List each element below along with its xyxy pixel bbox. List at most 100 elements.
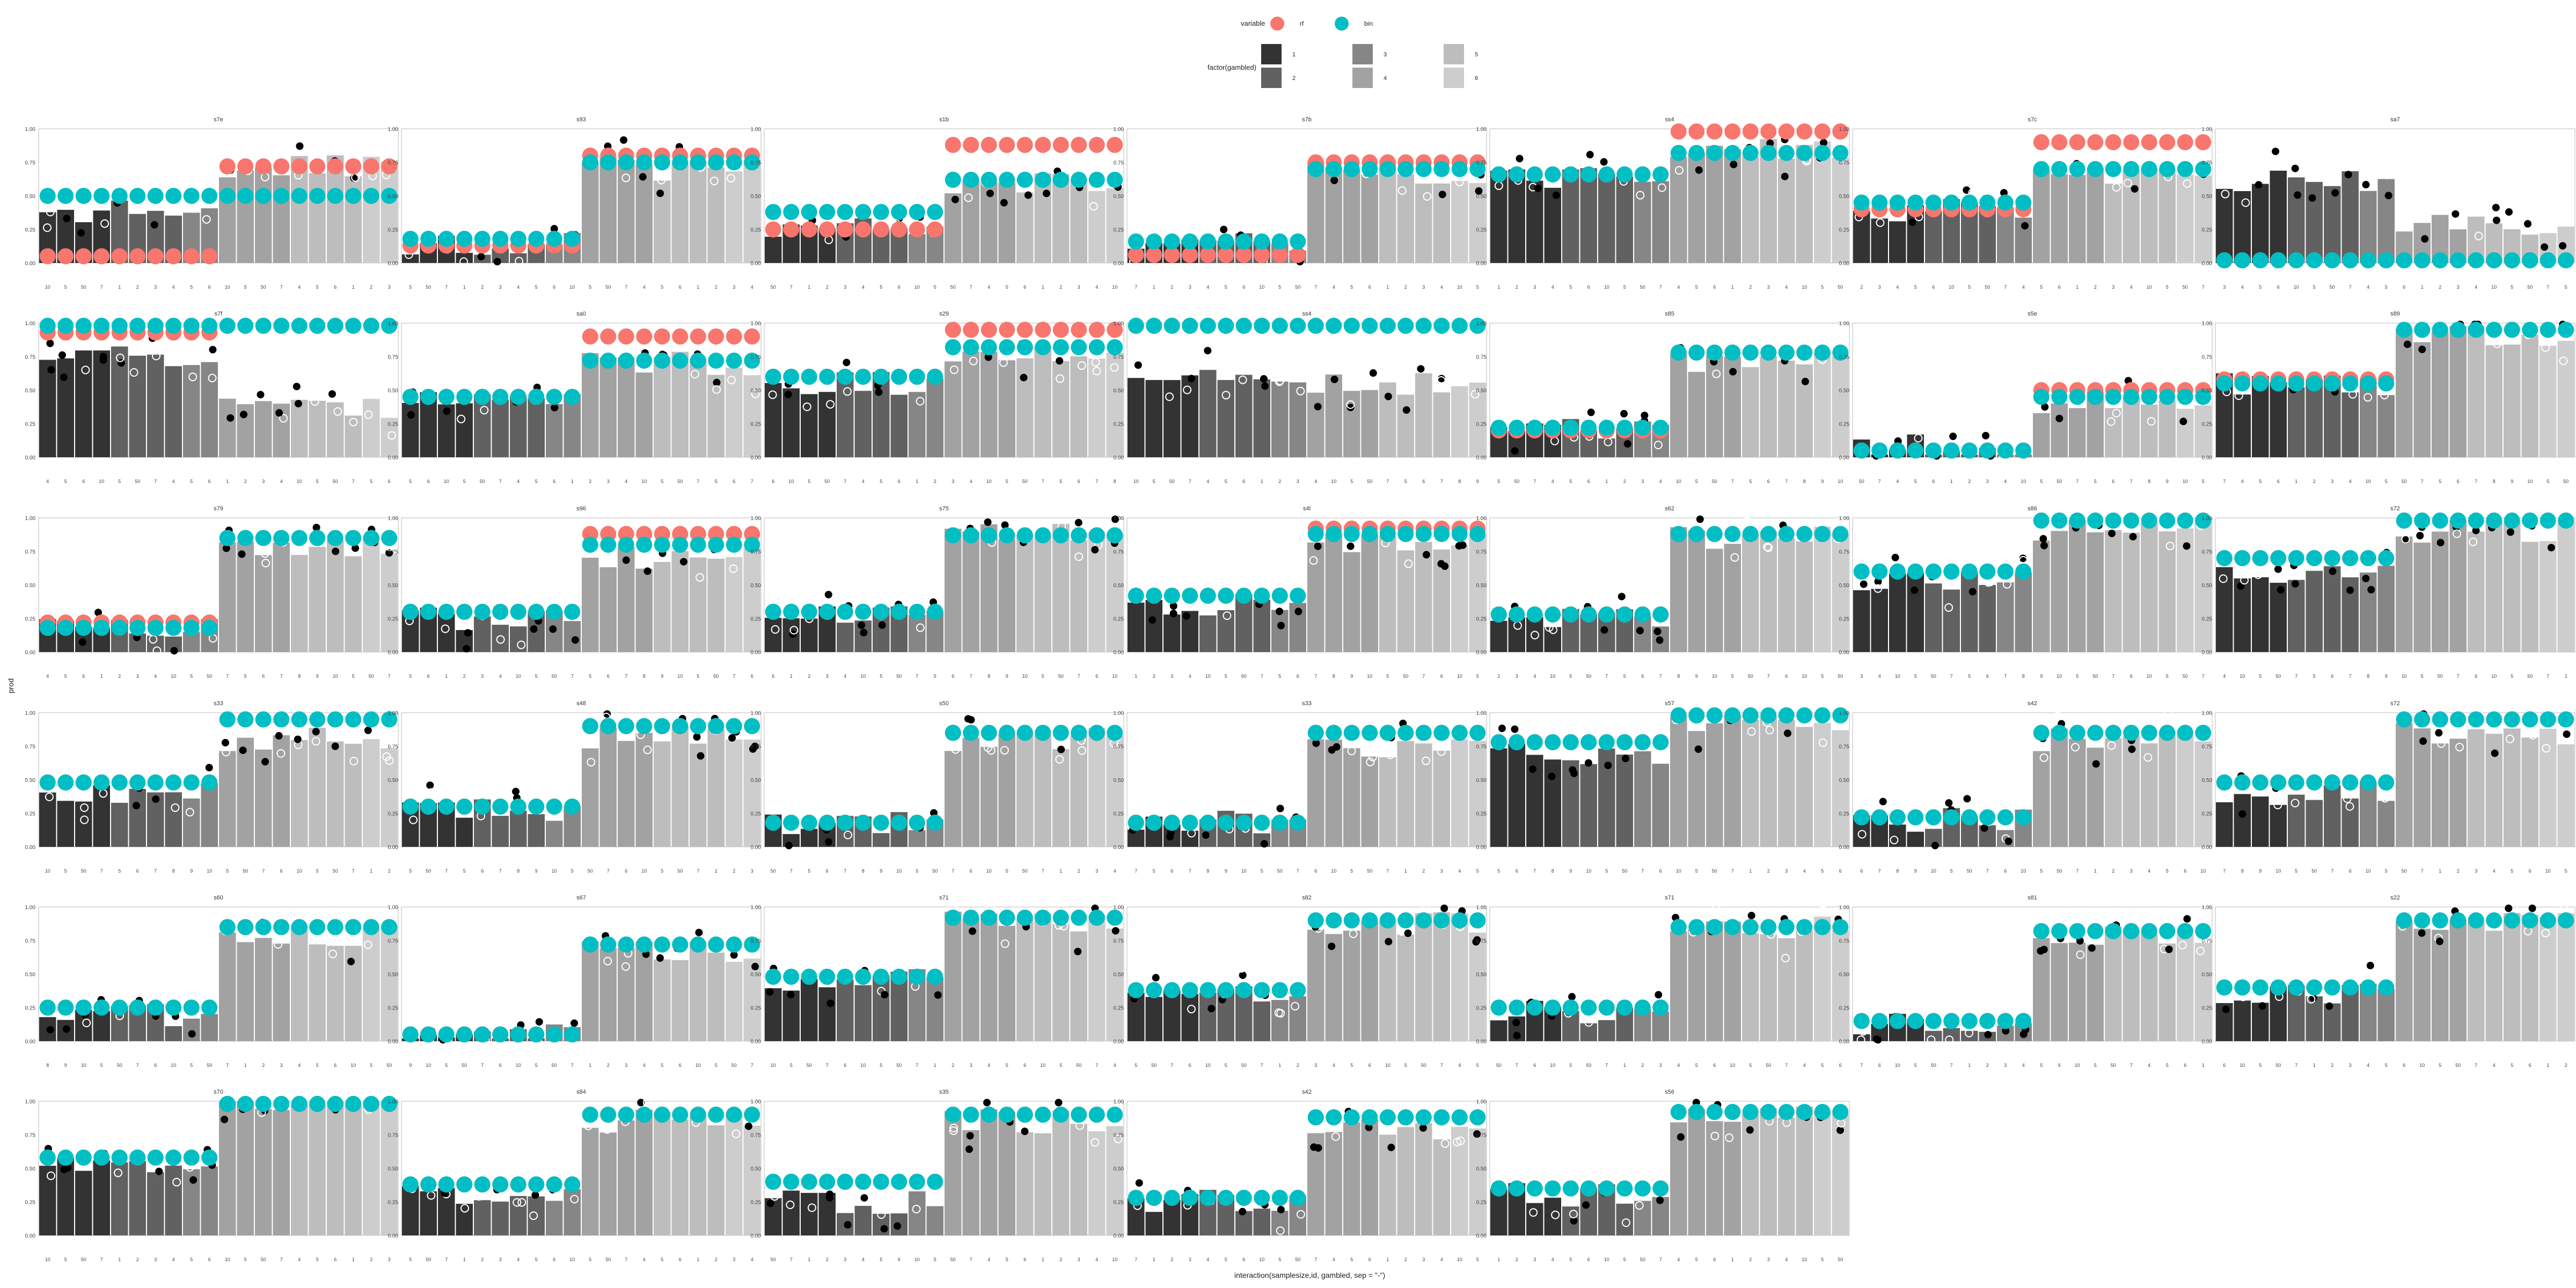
bar [345,556,362,652]
y-tick-label: 0.00 [1114,650,1124,656]
x-tick-label: 50 [771,284,776,290]
bar [2288,177,2305,263]
bin-point [1397,161,1414,177]
data-point [1020,374,1028,382]
bar [980,913,998,1041]
x-tick-label: 7 [1986,868,1989,874]
x-tick-label: 7 [1878,868,1881,874]
x-tick-label: 50 [426,284,431,290]
bin-point [1814,707,1831,723]
bar [1616,754,1633,847]
data-point [1187,375,1195,383]
bin-point [2324,252,2340,268]
data-point [1384,392,1392,400]
x-tick-label: 7 [2202,284,2205,290]
bin-point [2195,389,2212,405]
x-tick-label: 5 [1261,868,1263,874]
data-point [297,545,306,554]
y-tick-label: 0.00 [2202,845,2213,851]
bin-point [183,620,200,636]
legend-swatch-3 [1352,44,1373,64]
data-point [80,803,89,812]
x-tick-label: 50 [81,284,86,290]
data-point [2563,730,2571,738]
x-tick-label: 10 [2240,1063,2245,1068]
x-tick-label: 10 [297,479,302,484]
x-tick-label: 5 [1006,284,1008,290]
facet-panel-8 [401,323,762,458]
bin-point [1652,734,1669,750]
facet-title-26: s42 [2028,700,2037,707]
data-point [1653,441,1663,450]
x-tick-label: 5 [1821,1257,1824,1262]
bin-point [2306,375,2323,392]
data-point [2436,539,2445,547]
data-point [457,414,466,423]
x-tick-label: 5 [1042,674,1044,679]
y-tick-label: 0.50 [388,972,399,978]
bin-point [2486,912,2502,928]
bar [1742,156,1759,263]
bar [1325,533,1342,652]
bar [2105,926,2122,1041]
data-point [1473,936,1481,944]
data-point [1781,172,1789,180]
data-point [860,1194,868,1202]
x-tick-label: 2 [1986,1063,1989,1068]
data-point [2040,541,2048,550]
data-point [2291,164,2299,172]
bar [2051,531,2068,652]
bin-point [2087,724,2104,741]
bin-point [2051,724,2068,741]
data-point [2004,837,2012,845]
bin-point [2270,774,2287,791]
y-tick-label: 0.25 [388,228,399,233]
x-tick-label: 8 [2022,674,2025,679]
bar [743,159,760,263]
bin-point [564,1176,581,1192]
x-tick-label: 7 [790,868,793,874]
x-tick-label: 6 [2475,674,2477,679]
x-tick-label: 5 [2040,479,2043,484]
data-point [1965,1028,1974,1037]
x-tick-label: 4 [1114,1063,1116,1068]
bar [1253,599,1270,652]
bin-point [1235,588,1252,604]
bin-point [2558,321,2574,338]
rf-point [165,248,182,265]
bar [1145,380,1162,457]
bin-point [1128,318,1144,334]
bin-point [93,318,110,334]
bin-point [1163,815,1180,831]
bar [1961,1030,1978,1041]
bin-point [1706,1104,1723,1120]
x-tick-label: 50 [771,868,776,874]
bar [1217,380,1234,457]
x-tick-label: 9 [190,868,193,874]
bar [1070,1124,1087,1235]
x-tick-label: 10 [552,868,557,874]
bar [801,979,818,1041]
bin-point [1796,345,1813,361]
x-tick-label: 10 [444,479,449,484]
data-point [2455,743,2464,752]
bar [165,792,182,847]
x-tick-label: 7 [1860,1063,1863,1068]
bin-point [2342,550,2359,566]
x-tick-label: 4 [970,479,972,484]
y-tick-label: 0.00 [388,1039,399,1045]
bar [1832,157,1849,263]
bar [2234,794,2251,847]
x-tick-label: 10 [1259,1257,1264,1262]
bin-point [1433,526,1450,542]
bin-point [2324,550,2340,566]
bin-point [1598,166,1615,182]
x-tick-label: 1 [2313,1063,2316,1068]
x-tick-label: 50 [2563,479,2568,484]
bar [1652,764,1669,847]
bin-point [363,318,379,334]
y-tick-label: 0.50 [2202,972,2213,978]
bin-point [891,369,908,385]
bin-point [1362,912,1378,928]
x-tick-label: 10 [1457,674,1462,679]
